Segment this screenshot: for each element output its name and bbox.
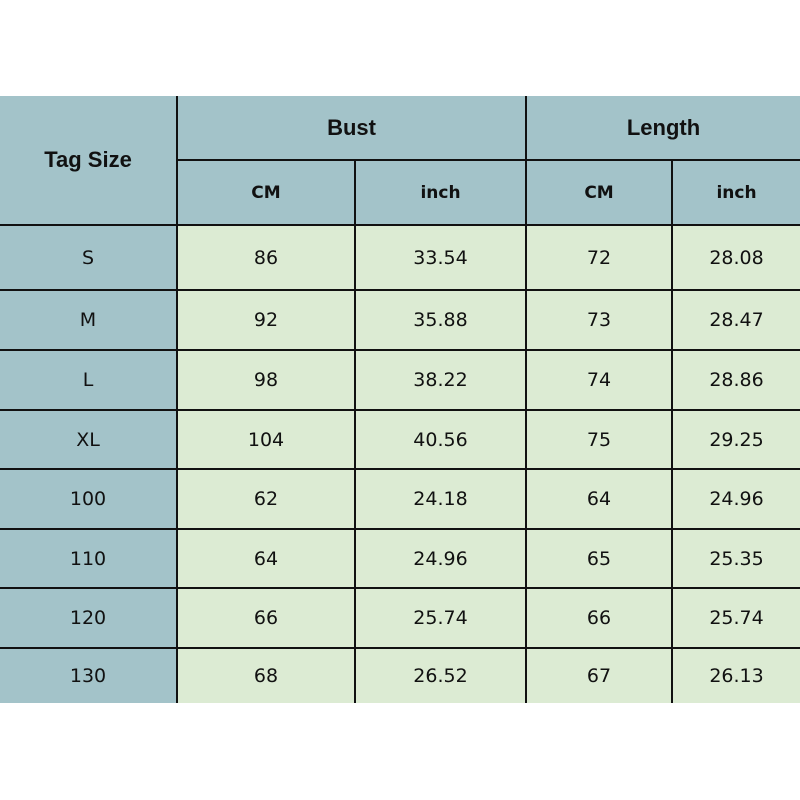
tag-size-cell: XL (0, 409, 178, 470)
tag-size-cell: 110 (0, 528, 178, 589)
table-row: XL 104 40.56 75 29.25 (0, 409, 800, 470)
bust-cm-cell: 92 (176, 289, 356, 351)
bust-inch-cell: 38.22 (353, 349, 528, 411)
bust-cm-cell: 86 (176, 224, 356, 291)
length-inch-cell: 24.96 (671, 468, 800, 530)
table-row: M 92 35.88 73 28.47 (0, 289, 800, 351)
bust-cm-cell: 98 (176, 349, 356, 411)
length-cm-header: CM (525, 159, 674, 226)
tag-size-cell: S (0, 224, 178, 291)
length-inch-cell: 28.08 (671, 224, 800, 291)
length-cm-cell: 65 (525, 528, 674, 589)
length-inch-cell: 25.74 (671, 587, 800, 649)
length-cm-cell: 64 (525, 468, 674, 530)
table-row: L 98 38.22 74 28.86 (0, 349, 800, 411)
tag-size-cell: 120 (0, 587, 178, 649)
tag-size-header: Tag Size (0, 96, 178, 226)
bust-cm-cell: 64 (176, 528, 356, 589)
length-inch-header: inch (671, 159, 800, 226)
size-chart-table: Tag Size Bust Length CM inch CM inch S 86… (0, 96, 800, 703)
bust-inch-cell: 40.56 (353, 409, 528, 470)
bust-cm-cell: 104 (176, 409, 356, 470)
bust-header: Bust (175, 96, 528, 161)
bust-cm-cell: 68 (176, 647, 356, 703)
bust-inch-cell: 24.18 (353, 468, 528, 530)
length-inch-cell: 25.35 (671, 528, 800, 589)
length-cm-cell: 74 (525, 349, 674, 411)
length-cm-cell: 66 (525, 587, 674, 649)
bust-cm-cell: 62 (176, 468, 356, 530)
bust-inch-header: inch (353, 159, 528, 226)
length-header: Length (525, 96, 800, 161)
length-inch-cell: 26.13 (671, 647, 800, 703)
tag-size-cell: 100 (0, 468, 178, 530)
length-inch-cell: 28.47 (671, 289, 800, 351)
table-row: 120 66 25.74 66 25.74 (0, 587, 800, 649)
bust-inch-cell: 33.54 (353, 224, 528, 291)
bust-cm-cell: 66 (176, 587, 356, 649)
table-row: 100 62 24.18 64 24.96 (0, 468, 800, 530)
tag-size-cell: L (0, 349, 178, 411)
bust-inch-cell: 25.74 (353, 587, 528, 649)
table-row: 110 64 24.96 65 25.35 (0, 528, 800, 589)
bust-inch-cell: 26.52 (353, 647, 528, 703)
length-cm-cell: 75 (525, 409, 674, 470)
tag-size-cell: M (0, 289, 178, 351)
length-cm-cell: 67 (525, 647, 674, 703)
bust-inch-cell: 35.88 (353, 289, 528, 351)
length-cm-cell: 72 (525, 224, 674, 291)
length-inch-cell: 28.86 (671, 349, 800, 411)
bust-inch-cell: 24.96 (353, 528, 528, 589)
table-row: 130 68 26.52 67 26.13 (0, 647, 800, 703)
tag-size-cell: 130 (0, 647, 178, 703)
bust-cm-header: CM (177, 159, 356, 226)
table-row: S 86 33.54 72 28.08 (0, 224, 800, 291)
length-cm-cell: 73 (525, 289, 674, 351)
length-inch-cell: 29.25 (671, 409, 800, 470)
